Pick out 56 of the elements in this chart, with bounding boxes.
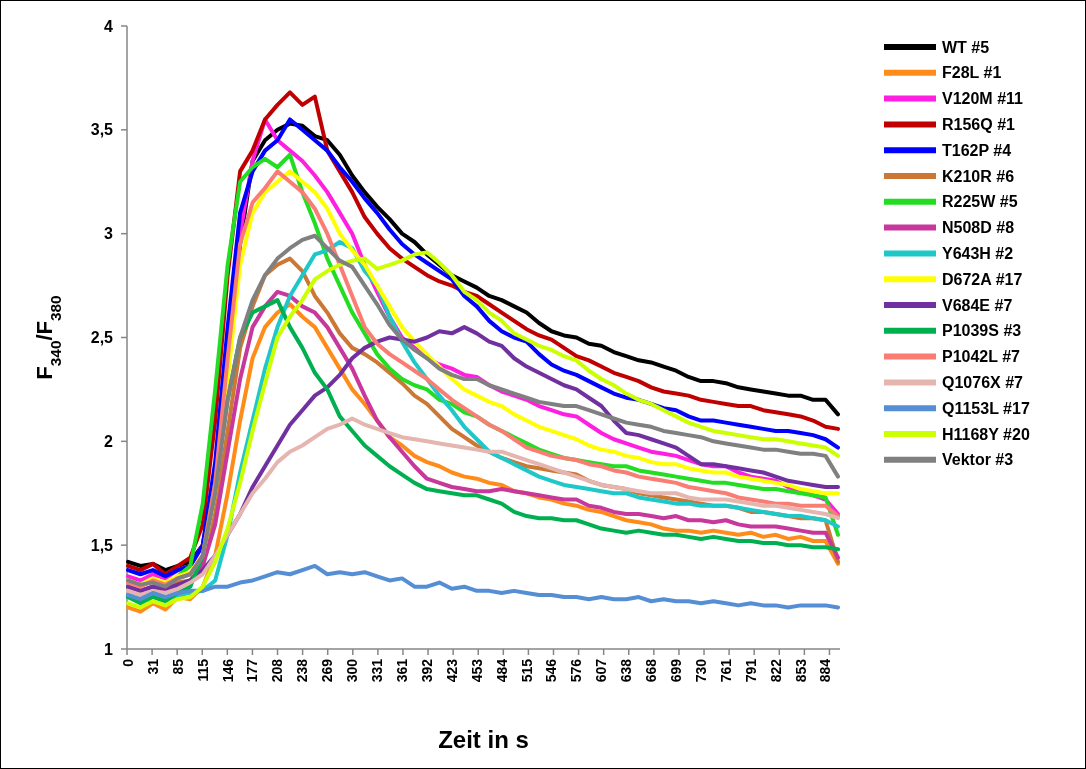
legend-label: D672A #17: [942, 270, 1023, 288]
x-tick-label: 699: [667, 658, 684, 683]
x-tick-label: 638: [618, 658, 635, 683]
line-series: [126, 416, 840, 598]
y-tick-label: 3,5: [90, 121, 114, 139]
x-tick-label: 146: [219, 658, 236, 683]
x-tick-label: 392: [418, 658, 435, 683]
legend-label: P1042L #7: [942, 348, 1021, 366]
legend-label: N508D #8: [942, 219, 1015, 237]
x-tick-label: 453: [468, 658, 485, 683]
x-tick-label: 115: [194, 658, 211, 682]
legend-label: R156Q #1: [942, 116, 1016, 133]
legend-label: Y643H #2: [942, 245, 1014, 262]
legend-label: H1168Y #20: [942, 425, 1030, 443]
y-tick-label: 2: [104, 432, 114, 450]
legend-label: WT #5: [942, 38, 990, 56]
y-tick-label: 3: [104, 225, 114, 243]
x-tick-label: 238: [294, 658, 311, 683]
y-tick-label: 2,5: [90, 329, 114, 347]
legend-label: V684E #7: [942, 296, 1013, 314]
legend-label: Q1153L #17: [942, 399, 1030, 417]
x-tick-label: 791: [742, 658, 759, 683]
legend-label: P1039S #3: [942, 322, 1022, 340]
legend-label: Vektor #3: [942, 451, 1014, 469]
x-axis-title: Zeit in s: [438, 726, 529, 753]
line-series: [126, 563, 840, 610]
legend-label: T162P #4: [942, 141, 1012, 159]
x-tick-label: 822: [767, 658, 784, 683]
x-tick-label: 668: [643, 658, 660, 683]
x-tick-label: 177: [244, 658, 261, 683]
y-tick-label: 1,5: [90, 536, 114, 554]
x-tick-label: 269: [319, 658, 336, 683]
legend-label: Q1076X #7: [942, 374, 1024, 391]
y-tick-label: 1: [104, 640, 114, 658]
legend-label: K210R #6: [942, 167, 1015, 185]
x-tick-label: 546: [543, 658, 560, 683]
x-tick-label: 361: [393, 658, 410, 683]
x-tick-label: 208: [269, 658, 286, 683]
x-tick-label: 607: [593, 658, 610, 683]
x-tick-label: 484: [493, 658, 510, 683]
x-tick-label: 300: [344, 658, 361, 683]
y-tick-label: 4: [104, 17, 114, 35]
x-tick-label: 0: [119, 658, 136, 667]
x-tick-label: 576: [568, 658, 585, 683]
x-tick-label: 423: [443, 658, 460, 683]
x-tick-label: 85: [169, 658, 186, 675]
legend-label: R225W #5: [942, 193, 1018, 211]
x-tick-label: 730: [692, 658, 709, 683]
x-tick-label: 515: [518, 658, 535, 683]
legend-label: F28L #1: [942, 64, 1002, 82]
x-tick-label: 761: [717, 658, 734, 683]
x-tick-label: 853: [792, 658, 809, 683]
x-tick-label: 31: [144, 658, 161, 675]
x-tick-label: 331: [369, 658, 386, 683]
x-tick-label: 884: [817, 658, 834, 683]
legend-label: V120M #11: [942, 90, 1024, 108]
